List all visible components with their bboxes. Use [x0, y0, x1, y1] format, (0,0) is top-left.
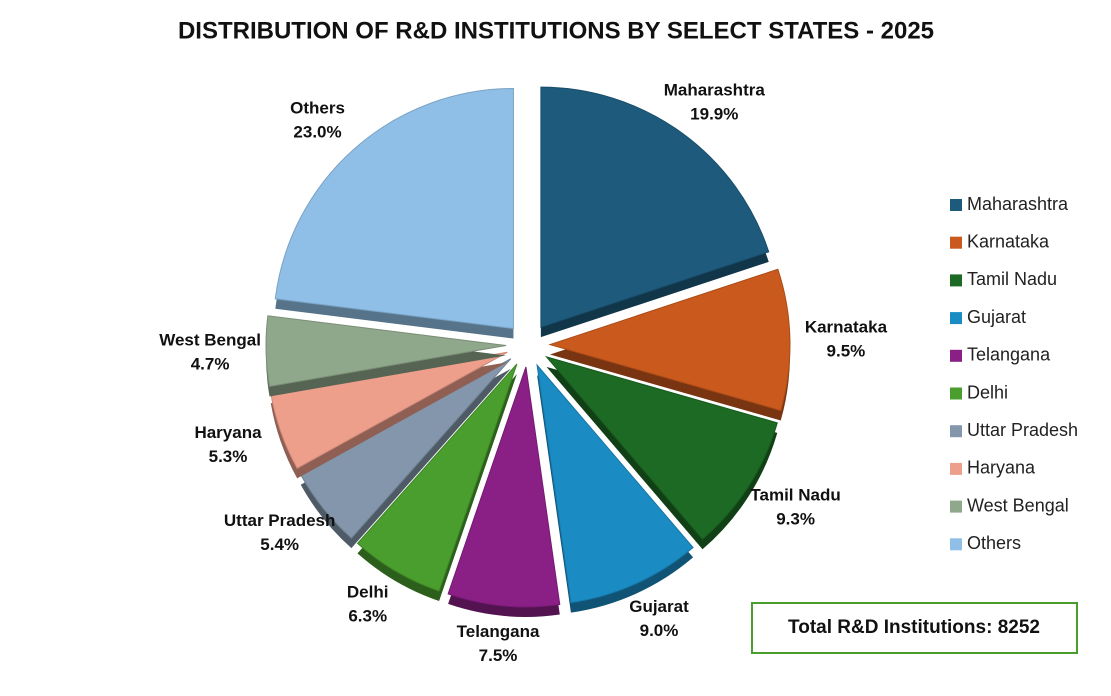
slice-value-label: 4.7% [191, 355, 230, 374]
slice-label: West Bengal [159, 331, 261, 350]
slice-label: Karnataka [805, 317, 888, 336]
slice-value-label: 7.5% [479, 646, 518, 665]
legend-swatch [950, 500, 962, 513]
legend-swatch [950, 538, 962, 551]
slice [274, 88, 514, 330]
slice [447, 366, 561, 608]
slice-label: Uttar Pradesh [224, 511, 335, 530]
legend-label: West Bengal [967, 495, 1069, 515]
slice-label: Haryana [194, 423, 262, 442]
legend-label: Others [967, 533, 1021, 553]
legend-swatch [950, 312, 962, 325]
slice-value-label: 5.4% [260, 535, 299, 554]
legend-label: Maharashtra [967, 194, 1069, 214]
legend-swatch [950, 236, 962, 249]
slice [548, 268, 791, 412]
annotation-box [751, 602, 1078, 654]
slice [356, 363, 518, 592]
legend-swatch [950, 274, 962, 287]
slice-value-label: 19.9% [690, 104, 738, 123]
slice-label: Tamil Nadu [750, 486, 840, 505]
legend-swatch [950, 462, 962, 475]
legend-swatch [950, 199, 962, 211]
legend-label: Karnataka [967, 231, 1050, 251]
slice [545, 355, 778, 540]
slice-label: Maharashtra [664, 80, 766, 99]
slice [540, 86, 770, 328]
legend-label: Telangana [967, 345, 1051, 365]
legend-label: Tamil Nadu [967, 269, 1057, 289]
legend-swatch [950, 349, 962, 362]
slice-value-label: 6.3% [348, 607, 387, 626]
chart-title: DISTRIBUTION OF R&D INSTITUTIONS BY SELE… [178, 17, 934, 44]
legend-label: Gujarat [967, 307, 1026, 327]
legend-label: Uttar Pradesh [967, 420, 1078, 440]
slice-label: Others [290, 99, 345, 118]
slice-label: Delhi [347, 583, 389, 602]
legend-swatch [950, 425, 962, 438]
slice-value-label: 5.3% [209, 447, 248, 466]
slice-label: Telangana [457, 622, 540, 641]
slice-value-label: 9.0% [640, 621, 679, 640]
legend-label: Haryana [967, 458, 1036, 478]
slice [536, 363, 694, 604]
legend-label: Delhi [967, 382, 1008, 402]
slice-value-label: 9.5% [827, 341, 866, 360]
legend-swatch [950, 387, 962, 400]
slice-label: Gujarat [629, 597, 689, 616]
slice-value-label: 23.0% [293, 123, 341, 142]
annotation: Total R&D Institutions: 8252 [788, 617, 1040, 638]
slice-value-label: 9.3% [776, 510, 815, 529]
slice [265, 315, 507, 388]
